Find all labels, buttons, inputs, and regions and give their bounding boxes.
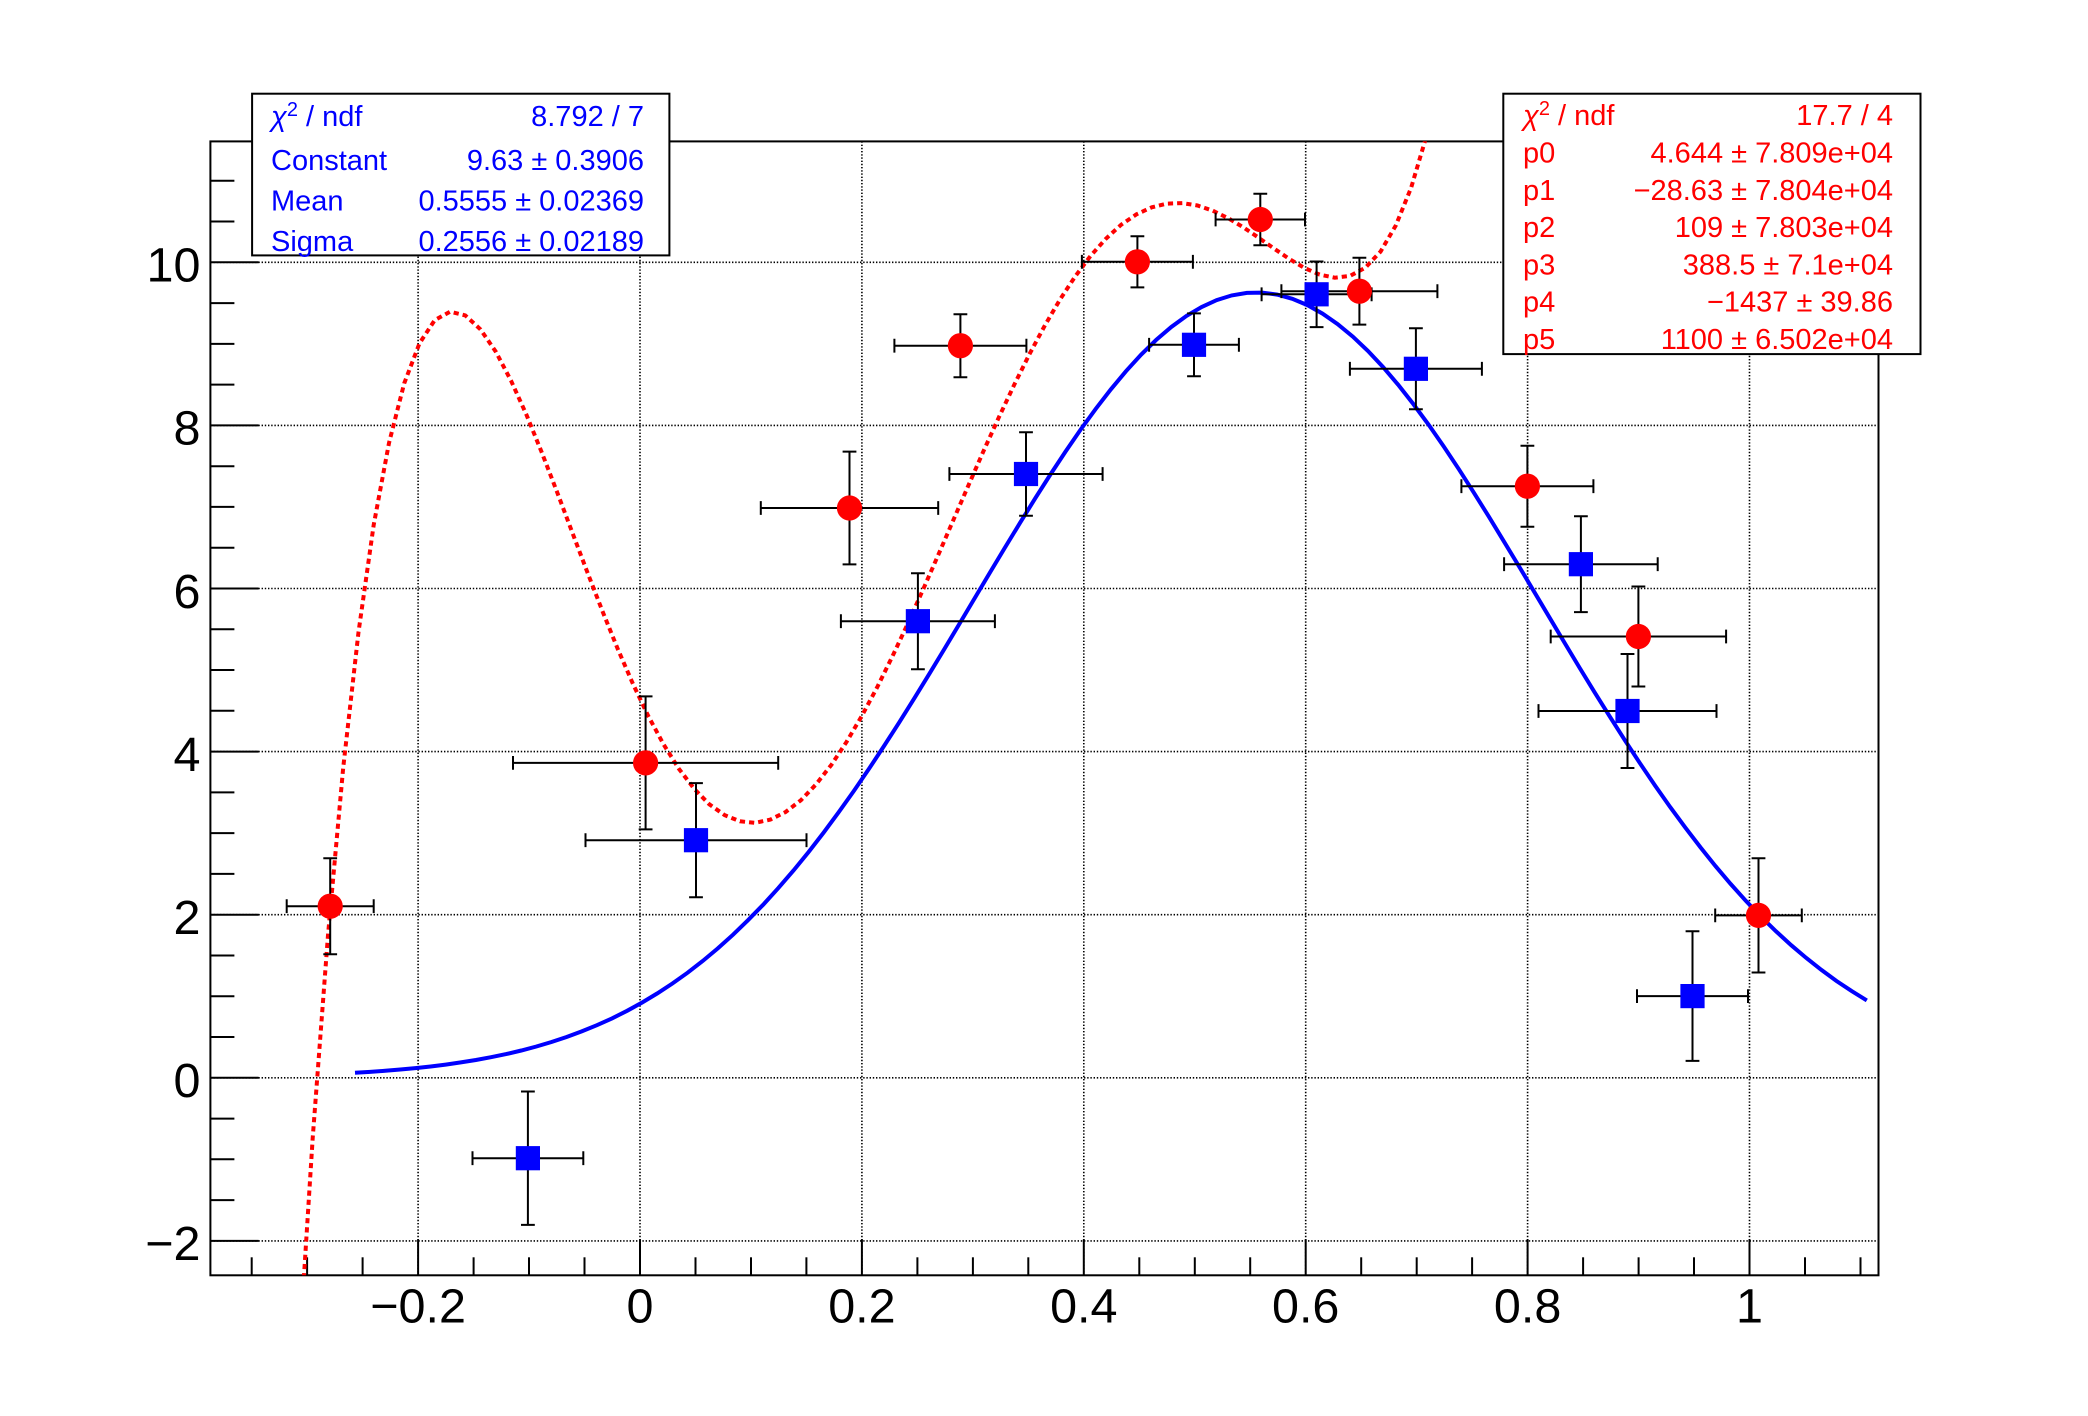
svg-text:χ2 / ndf: χ2 / ndf: [268, 99, 363, 133]
svg-text:8: 8: [174, 402, 201, 456]
svg-text:1100 ± 6.502e+04: 1100 ± 6.502e+04: [1661, 324, 1893, 356]
svg-text:0.8: 0.8: [1494, 1280, 1561, 1334]
svg-text:4.644 ± 7.809e+04: 4.644 ± 7.809e+04: [1651, 138, 1894, 170]
svg-text:0: 0: [174, 1054, 201, 1108]
svg-text:0.2: 0.2: [828, 1280, 895, 1334]
svg-text:−28.63 ± 7.804e+04: −28.63 ± 7.804e+04: [1634, 175, 1893, 207]
svg-text:Constant: Constant: [271, 145, 387, 177]
svg-text:0.4: 0.4: [1050, 1280, 1117, 1334]
svg-text:Sigma: Sigma: [271, 226, 354, 258]
svg-text:388.5 ± 7.1e+04: 388.5 ± 7.1e+04: [1683, 249, 1893, 281]
svg-text:−2: −2: [145, 1217, 200, 1271]
svg-text:8.792 / 7: 8.792 / 7: [531, 101, 644, 133]
svg-text:109 ± 7.803e+04: 109 ± 7.803e+04: [1675, 212, 1893, 244]
svg-text:p5: p5: [1523, 324, 1555, 356]
svg-text:−0.2: −0.2: [370, 1280, 466, 1334]
svg-text:p3: p3: [1523, 249, 1555, 281]
svg-text:−1437 ± 39.86: −1437 ± 39.86: [1707, 287, 1893, 319]
svg-text:9.63 ± 0.3906: 9.63 ± 0.3906: [467, 145, 644, 177]
svg-text:0: 0: [627, 1280, 654, 1334]
svg-text:4: 4: [174, 728, 201, 782]
svg-text:17.7 / 4: 17.7 / 4: [1796, 100, 1893, 132]
svg-text:6: 6: [174, 565, 201, 619]
svg-text:10: 10: [147, 239, 201, 293]
svg-text:p2: p2: [1523, 212, 1555, 244]
svg-text:χ2 / ndf: χ2 / ndf: [1520, 98, 1615, 132]
svg-text:0.5555 ± 0.02369: 0.5555 ± 0.02369: [418, 186, 644, 218]
svg-text:1: 1: [1736, 1280, 1763, 1334]
svg-text:p0: p0: [1523, 138, 1555, 170]
svg-text:p4: p4: [1523, 287, 1555, 319]
svg-text:0.6: 0.6: [1272, 1280, 1339, 1334]
svg-text:2: 2: [174, 891, 201, 945]
svg-text:Mean: Mean: [271, 186, 344, 218]
svg-text:p1: p1: [1523, 175, 1555, 207]
svg-text:0.2556 ± 0.02189: 0.2556 ± 0.02189: [418, 226, 644, 258]
